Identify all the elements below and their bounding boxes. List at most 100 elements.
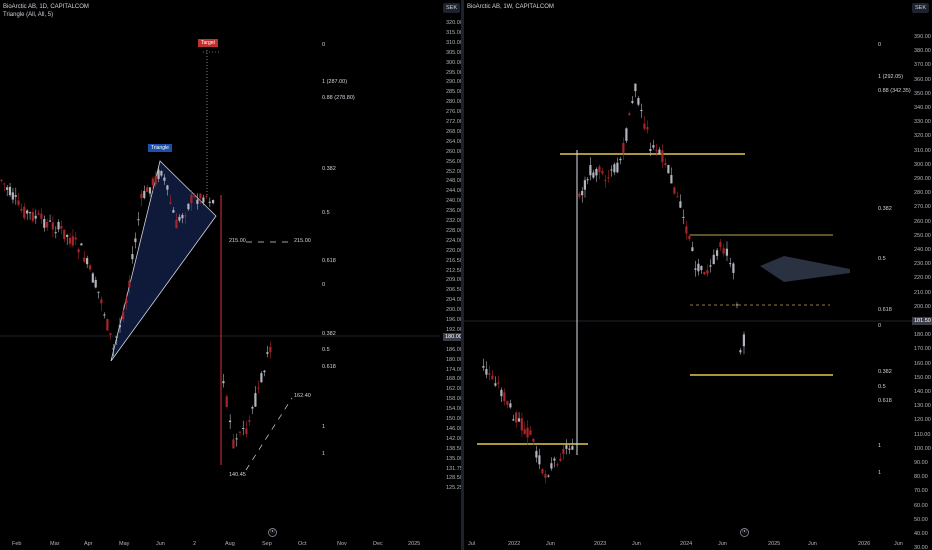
candle-body: [143, 190, 146, 198]
price-axis-label: 276.00: [446, 109, 461, 116]
fib-level-label: 0.5: [322, 210, 330, 216]
candle-body: [20, 208, 23, 211]
candle-body: [31, 212, 34, 222]
candle-body: [211, 200, 215, 204]
candle-body: [63, 229, 66, 240]
time-axis-label: 2: [193, 541, 197, 547]
candle-body: [735, 304, 738, 306]
right-price-chart[interactable]: [464, 0, 932, 550]
price-axis-label: 40.00: [914, 531, 928, 537]
tradingview-logo-icon[interactable]: ⦿: [268, 528, 277, 537]
candle-body: [235, 438, 238, 440]
candle-body: [601, 171, 604, 174]
price-axis-label: 210.00: [914, 289, 931, 296]
time-axis-label: 2024: [680, 541, 693, 547]
candle-body: [625, 128, 628, 141]
candle-body: [57, 221, 60, 230]
candle-body: [71, 236, 74, 246]
fib-level-label: 0.618: [878, 307, 892, 313]
fib-level-label: 0: [878, 42, 882, 48]
candle-body: [137, 219, 140, 221]
candle-body: [128, 280, 131, 287]
candle-body: [80, 243, 83, 246]
price-axis-label: 140.00: [914, 389, 931, 395]
price-axis-label: 264.00: [446, 138, 461, 145]
time-axis-label: Jun: [808, 541, 817, 547]
candle-body: [547, 475, 550, 477]
fib-level-label: 0.618: [322, 258, 336, 264]
left-currency-badge[interactable]: SEK: [443, 3, 461, 13]
left-price-chart[interactable]: [0, 0, 461, 550]
candle-body: [100, 299, 103, 304]
candle-body: [131, 254, 134, 260]
price-axis-label: 120.00: [914, 417, 931, 424]
candle-body: [616, 162, 619, 173]
time-axis-label: Aug: [225, 541, 235, 547]
candle-body: [260, 373, 263, 383]
candle-body: [688, 235, 691, 240]
candle-body: [515, 412, 518, 423]
price-axis-label: 390.00: [914, 34, 931, 40]
target-label: Target: [198, 39, 218, 47]
candle-body: [500, 389, 503, 397]
price-axis-label: 158.00: [446, 396, 461, 403]
candle-body: [91, 273, 94, 283]
candle-body: [66, 234, 69, 237]
candle-body: [222, 381, 225, 384]
candle-body: [729, 263, 732, 265]
candle-body: [181, 214, 184, 219]
price-axis-label: 128.50: [446, 475, 461, 482]
price-axis-label: 340.00: [914, 105, 931, 111]
candle-body: [550, 463, 553, 469]
time-axis-label: 2025: [408, 541, 421, 547]
candle-body: [649, 148, 652, 151]
price-axis-label: 260.00: [914, 218, 931, 225]
candle-body: [544, 474, 547, 478]
candle-body: [598, 166, 601, 172]
pane-divider[interactable]: [461, 0, 464, 550]
price-axis-label: 252.00: [446, 168, 461, 175]
time-axis-label: Jun: [546, 541, 555, 547]
candle-body: [667, 164, 670, 174]
candle-body: [187, 203, 190, 210]
price-axis-label: 248.00: [446, 178, 461, 185]
candle-body: [109, 333, 112, 335]
candle-body: [163, 177, 166, 181]
candle-body: [706, 270, 709, 274]
candle-body: [51, 222, 54, 230]
candle-body: [122, 311, 125, 320]
candle-body: [578, 193, 581, 197]
time-axis-label: 2023: [594, 541, 607, 547]
tradingview-logo-icon[interactable]: ⦿: [740, 528, 749, 537]
candle-body: [34, 215, 37, 219]
candle-body: [640, 109, 643, 112]
left-chart-pane[interactable]: BioArctic AB, 1D, CAPITALCOM Triangle (A…: [0, 0, 461, 550]
time-axis-label: Feb: [12, 541, 22, 547]
price-axis-label: 50.00: [914, 516, 928, 523]
time-axis-label: Oct: [298, 541, 307, 547]
time-axis-label: Dec: [373, 541, 383, 547]
candle-body: [670, 175, 673, 184]
candle-body: [613, 164, 616, 173]
time-axis-label: Jul: [468, 541, 476, 547]
candle-body: [676, 196, 679, 198]
candle-body: [94, 279, 97, 288]
candle-body: [634, 83, 637, 92]
price-axis-label: 220.00: [446, 247, 461, 254]
price-axis-label: 125.25: [446, 485, 461, 492]
price-axis-label: 300.00: [446, 59, 461, 66]
candle-body: [74, 237, 77, 240]
candle-body: [184, 215, 187, 217]
right-currency-badge[interactable]: SEK: [912, 3, 930, 13]
candle-body: [106, 319, 109, 331]
fib-level-label: 0.5: [878, 384, 886, 390]
time-axis-label: 2022: [508, 541, 521, 547]
candle-body: [190, 194, 193, 204]
candle-body: [719, 242, 722, 247]
candle-body: [526, 427, 529, 438]
right-chart-pane[interactable]: BioArctic AB, 1W, CAPITALCOM SEK 390.00 3…: [464, 0, 932, 550]
price-axis-label: 280.00: [914, 190, 931, 197]
candle-body: [54, 232, 57, 234]
price-axis-label: 230.00: [914, 261, 931, 268]
candle-body: [646, 127, 649, 130]
